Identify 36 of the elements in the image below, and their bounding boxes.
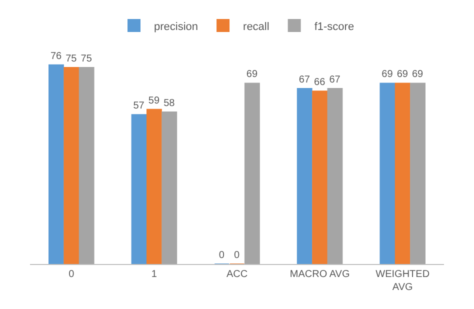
data-label: 69 — [382, 69, 394, 80]
bar — [394, 82, 410, 264]
bar — [162, 112, 178, 264]
bar — [146, 108, 162, 264]
bar — [64, 67, 80, 264]
x-tick-label: WEIGHTED AVG — [376, 269, 430, 293]
legend-label: f1-score — [314, 20, 354, 33]
bar — [327, 88, 343, 264]
data-label: 0 — [234, 250, 240, 261]
x-tick-label: ACC — [226, 269, 248, 280]
bar — [48, 64, 64, 264]
data-label: 69 — [396, 69, 408, 80]
data-label: 67 — [298, 74, 310, 86]
bar — [312, 90, 328, 264]
bar — [410, 82, 426, 264]
data-label: 66 — [314, 77, 326, 88]
x-tick-label: 1 — [151, 269, 158, 280]
data-label: 59 — [148, 95, 160, 106]
x-tick-label: MACRO AVG — [290, 269, 350, 280]
bar — [131, 114, 147, 264]
data-label: 69 — [412, 69, 424, 80]
data-label: 58 — [164, 98, 176, 110]
bar — [296, 88, 312, 264]
bar — [380, 82, 396, 264]
data-label: 69 — [246, 69, 258, 80]
bar — [244, 82, 260, 264]
bar — [78, 67, 94, 264]
x-tick-label: 0 — [68, 269, 75, 280]
data-label: 76 — [50, 50, 62, 62]
legend-label: precision — [154, 20, 198, 33]
data-label: 75 — [66, 54, 78, 65]
legend-label: recall — [243, 20, 270, 33]
data-label: 57 — [133, 100, 145, 112]
data-label: 67 — [329, 74, 341, 86]
data-label: 0 — [218, 250, 225, 261]
data-label: 75 — [80, 54, 92, 65]
